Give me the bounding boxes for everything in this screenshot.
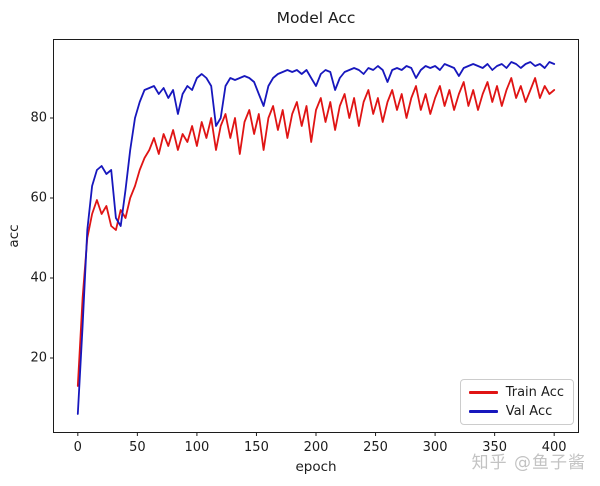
y-tick-label: 40 [30, 270, 47, 286]
x-tick-label: 300 [422, 440, 448, 455]
legend-item-train: Train Acc [468, 385, 564, 400]
val-line-swatch [468, 410, 498, 413]
chart-title: Model Acc [276, 9, 356, 27]
x-axis-label: epoch [295, 459, 337, 475]
y-tick-label: 80 [30, 110, 47, 126]
val-acc-line [76, 61, 556, 415]
x-tick-label: 0 [73, 440, 82, 455]
x-tick-label: 250 [363, 440, 388, 455]
plot-area: Train Acc Val Acc [50, 39, 579, 436]
x-tick-label: 100 [184, 440, 210, 455]
x-tick-label: 50 [129, 440, 146, 455]
train-line-swatch [468, 391, 498, 394]
y-axis-label: acc [6, 224, 22, 248]
y-tick-label: 60 [30, 190, 47, 206]
y-tick-label: 20 [30, 350, 47, 366]
legend: Train Acc Val Acc [459, 379, 574, 425]
train-acc-line [76, 77, 556, 387]
watermark: 知乎 @鱼子酱 [471, 453, 586, 473]
legend-label-val: Val Acc [505, 404, 553, 419]
legend-label-train: Train Acc [505, 385, 564, 400]
x-tick-label: 150 [244, 440, 269, 455]
x-tick-label: 400 [541, 440, 567, 455]
x-tick-label: 200 [303, 440, 329, 455]
chart-canvas [50, 61, 556, 436]
legend-item-val: Val Acc [468, 404, 564, 419]
x-tick-label: 350 [482, 440, 508, 455]
